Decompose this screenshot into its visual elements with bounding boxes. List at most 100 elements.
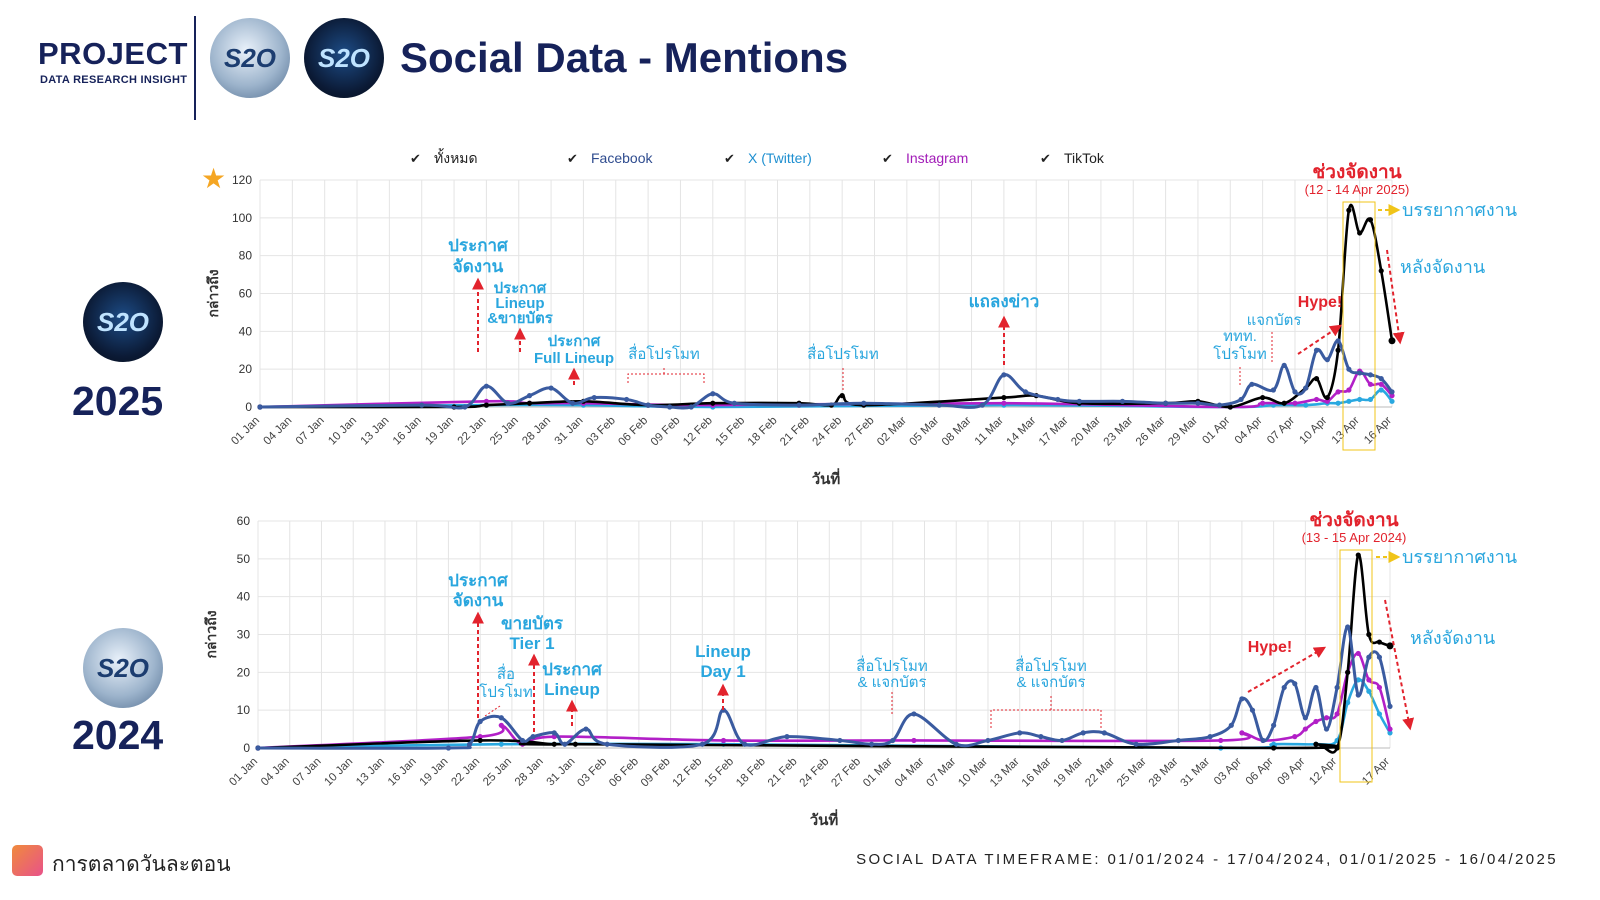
s2o-logo-2025: S2O	[83, 282, 163, 362]
data-point	[498, 722, 504, 728]
x-tick-label: 04 Apr	[1233, 415, 1265, 447]
y-tick-label: 50	[237, 552, 251, 566]
x-tick-label: 07 Mar	[925, 756, 959, 790]
annotation-label: ประกาศ Lineup &ขายบัตร	[487, 280, 554, 327]
annotation-arrow	[1247, 646, 1327, 693]
x-tick-label: 25 Jan	[488, 415, 521, 448]
project-subtitle: DATA RESEARCH INSIGHT	[40, 74, 188, 86]
x-axis-label: วันที่	[810, 809, 839, 829]
x-tick-label: 07 Jan	[291, 756, 324, 789]
data-point	[1387, 703, 1393, 709]
y-tick-label: 80	[239, 249, 253, 263]
annotation-bracket	[627, 373, 705, 383]
data-point	[1313, 396, 1320, 403]
series-line-instagram	[259, 369, 1393, 409]
x-tick-label: 29 Mar	[1166, 415, 1200, 449]
data-point	[1238, 396, 1244, 403]
data-point	[837, 737, 843, 744]
legend-label: ทั้งหมด	[434, 148, 478, 166]
x-tick-label: 16 Mar	[1020, 756, 1054, 790]
x-tick-label: 27 Feb	[829, 756, 863, 790]
data-point	[257, 404, 263, 410]
x-tick-label: 05 Mar	[908, 415, 942, 449]
data-point	[1366, 654, 1372, 660]
data-point	[1367, 217, 1374, 223]
data-point	[936, 402, 942, 408]
data-point	[462, 404, 468, 410]
data-point	[1355, 692, 1361, 698]
x-tick-label: 25 Mar	[1115, 756, 1149, 790]
data-point	[1355, 552, 1361, 558]
data-point	[1323, 726, 1330, 732]
annotation-label: ช่วงจัดงาน	[1309, 510, 1398, 531]
legend-item: ✔ TikTok	[1040, 150, 1105, 166]
data-point	[911, 711, 917, 717]
footer-timeframe: SOCIAL DATA TIMEFRAME: 01/01/2024 - 17/0…	[856, 851, 1558, 868]
data-point	[1228, 722, 1234, 728]
data-point	[1175, 737, 1182, 744]
data-point	[1378, 387, 1384, 393]
data-point	[1366, 631, 1372, 638]
annotation-label: ประกาศจัดงาน	[448, 571, 509, 610]
data-point	[1367, 381, 1374, 387]
x-tick-label: 12 Feb	[681, 415, 715, 449]
data-point	[861, 400, 867, 406]
data-point	[1313, 376, 1320, 382]
data-point	[1249, 707, 1256, 713]
data-point	[1260, 737, 1266, 744]
data-point	[1366, 677, 1372, 683]
x-tick-label: 21 Feb	[778, 415, 812, 449]
data-point	[1303, 402, 1309, 408]
data-point	[985, 737, 991, 744]
data-point	[1001, 372, 1007, 378]
data-point	[1376, 711, 1383, 717]
y-tick-label: 40	[237, 590, 251, 604]
data-point	[1335, 347, 1341, 353]
x-tick-label: 28 Jan	[513, 756, 546, 789]
end-point	[1386, 642, 1394, 650]
data-point	[1334, 684, 1340, 691]
x-tick-label: 09 Apr	[1275, 756, 1307, 788]
data-point	[1038, 734, 1044, 740]
annotation-label: หลังจัดงาน	[1400, 257, 1485, 277]
x-tick-label: 10 Mar	[956, 756, 990, 790]
x-tick-label: 11 Mar	[973, 415, 1006, 448]
series-line-	[257, 553, 1391, 754]
data-point	[1076, 398, 1082, 404]
footer-brand: การตลาดวันละตอน	[52, 853, 231, 876]
data-point	[1367, 396, 1374, 403]
data-point	[1001, 400, 1007, 406]
data-point	[623, 396, 630, 403]
check-icon: ✔	[567, 151, 578, 166]
data-point	[1271, 722, 1277, 728]
annotation-label: สื่อโปรโมท	[628, 343, 700, 363]
annotation-label: ขายบัตร Tier 1	[501, 614, 564, 653]
data-point	[1324, 357, 1330, 363]
data-point	[1163, 400, 1169, 406]
x-tick-label: 08 Mar	[940, 415, 974, 449]
data-point	[731, 400, 737, 406]
annotation-label: ททท.โปรโมท	[1213, 328, 1266, 363]
x-tick-label: 19 Jan	[418, 756, 451, 789]
x-tick-label: 17 Apr	[1360, 756, 1392, 788]
data-point	[591, 394, 597, 401]
data-point	[1387, 726, 1393, 732]
logo-text: S2O	[96, 306, 150, 337]
x-tick-label: 31 Jan	[553, 415, 586, 448]
annotation-label: Lineup Day 1	[695, 642, 751, 681]
data-point	[1313, 684, 1319, 691]
y-tick-label: 20	[237, 665, 251, 679]
data-point	[583, 726, 589, 732]
data-point	[890, 737, 896, 744]
data-point	[255, 745, 261, 751]
annotation-label: ประกาศจัดงาน	[448, 236, 509, 276]
x-tick-label: 01 Jan	[227, 756, 260, 789]
x-tick-label: 16 Jan	[391, 415, 424, 448]
x-tick-label: 03 Feb	[575, 756, 609, 790]
data-point	[1335, 338, 1341, 344]
data-point	[710, 391, 716, 397]
check-icon: ✔	[410, 151, 421, 166]
y-tick-label: 10	[237, 703, 251, 717]
annotation-label: ประกาศ Lineup	[542, 660, 603, 699]
